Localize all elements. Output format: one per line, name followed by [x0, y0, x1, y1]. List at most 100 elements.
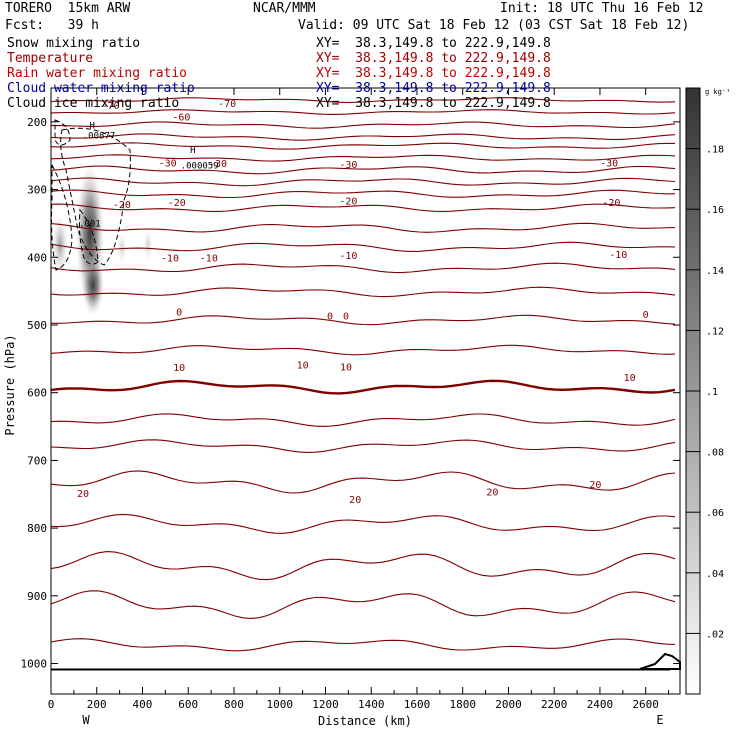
colorbar-tick-label-3: .08: [706, 448, 724, 459]
isotherm-11: [50, 241, 676, 252]
isotherm-7: [50, 177, 676, 187]
valid-time: Valid: 09 UTC Sat 18 Feb 12 (03 CST Sat …: [298, 18, 690, 33]
annotation-4: .001: [79, 220, 101, 230]
annotation-0: H: [89, 122, 94, 132]
field-name-temperature: Temperature: [7, 51, 94, 66]
contour-label-24: 20: [349, 495, 361, 506]
annotation-1: .00877: [83, 132, 116, 142]
x-tick-label-4: 800: [224, 698, 244, 711]
contour-label-23: 20: [77, 489, 89, 500]
isotherm-20: [50, 513, 676, 534]
contour-label-25: 20: [486, 488, 498, 499]
contour-label-26: 20: [589, 480, 601, 491]
isotherm-2: [51, 121, 676, 129]
isotherm-5: [50, 154, 676, 162]
y-tick-label-3: 500: [27, 319, 47, 332]
isotherm-13: [50, 286, 676, 298]
contour-label-21: 10: [340, 362, 352, 373]
y-axis-label: Pressure (hPa): [3, 334, 17, 435]
colorbar-tick-label-4: .1: [706, 387, 718, 398]
x-tick-label-8: 1600: [404, 698, 431, 711]
contour-label-0: -70: [218, 99, 236, 110]
contour-label-15: 0: [176, 307, 182, 318]
colorbar-tick-label-8: .18: [706, 145, 724, 156]
isotherm-3: [50, 133, 676, 141]
isotherm-16: [50, 379, 676, 395]
contour-label-8: -20: [168, 198, 186, 209]
isotherm-4: [50, 142, 675, 150]
contour-label-14: -10: [609, 250, 627, 261]
contour-label-13: -10: [339, 251, 357, 262]
field-name-snow: Snow mixing ratio: [7, 36, 141, 51]
x-tick-label-0: 0: [48, 698, 55, 711]
x-tick-labels: 0 200 400 600 800 1000 1200 1400 1600 1800 2000 220…: [48, 698, 659, 711]
x-tick-label-2: 400: [133, 698, 153, 711]
field-xy-temperature: XY= 38.3,149.8 to 222.9,149.8: [316, 51, 551, 66]
isotherm-0: [50, 97, 676, 103]
x-tick-label-5: 1000: [266, 698, 293, 711]
contour-label-1: -70: [101, 101, 119, 112]
contour-label-3: -30: [159, 158, 177, 169]
contour-label-22: 10: [624, 373, 636, 384]
annotation-2: H: [190, 146, 195, 156]
x-tick-label-12: 2400: [587, 698, 614, 711]
x-tick-label-11: 2200: [541, 698, 568, 711]
contour-label-11: -10: [161, 253, 179, 264]
isotherm-8: [50, 189, 675, 199]
x-axis-label: Distance (km): [318, 714, 412, 728]
isotherm-19: [50, 470, 676, 494]
field-xy-cloud-water: XY= 38.3,149.8 to 222.9,149.8: [316, 81, 551, 96]
x-tick-label-3: 600: [178, 698, 198, 711]
field-xy-cloud-ice: XY= 38.3,149.8 to 222.9,149.8: [316, 96, 551, 111]
contour-label-9: -20: [339, 196, 357, 207]
contour-label-7: -20: [113, 200, 131, 211]
colorbar: .02 .04 .06 .08 .1 .12 .14 .16 .18 g kg⁻¹: [685, 87, 730, 695]
x-end-right-label: E: [656, 713, 663, 727]
y-tick-label-5: 700: [27, 454, 47, 467]
ice-contour-left: [51, 164, 73, 271]
colorbar-tick-label-7: .16: [706, 205, 724, 216]
colorbar-tick-label-2: .06: [706, 508, 724, 519]
snow-shading: [52, 165, 153, 315]
isotherm-23: [50, 638, 676, 652]
contour-label-4: -30: [209, 159, 227, 170]
field-xy-snow: XY= 38.3,149.8 to 222.9,149.8: [316, 36, 551, 51]
isotherm-1: [50, 109, 676, 115]
colorbar-tick-label-0: .02: [706, 629, 724, 640]
field-xy-rain: XY= 38.3,149.8 to 222.9,149.8: [316, 66, 551, 81]
contour-label-20: 10: [297, 360, 309, 371]
isotherm-17: [50, 413, 676, 427]
isotherm-21: [50, 551, 676, 581]
cloud-ice-dashed-contours: [51, 119, 131, 271]
snow-faint-1: [117, 232, 127, 264]
contour-label-12: -10: [200, 253, 218, 264]
x-tick-label-1: 200: [87, 698, 107, 711]
contour-label-2: -60: [172, 112, 190, 123]
ice-contour-top: [54, 119, 71, 146]
x-tick-label-9: 1800: [449, 698, 476, 711]
contour-labels: -70 -70 -60 -30 -30 -30 -30 -20 -20 -20 -20 -10 -10 -…: [77, 99, 649, 506]
y-tick-label-2: 400: [27, 251, 47, 264]
colorbar-ticks: .02 .04 .06 .08 .1 .12 .14 .16 .18: [686, 145, 724, 640]
contour-label-5: -30: [339, 160, 357, 171]
snow-faint-2: [143, 229, 153, 261]
contour-label-18: 0: [643, 310, 649, 321]
isotherm-22: [50, 590, 676, 619]
y-tick-label-1: 300: [27, 184, 47, 197]
contour-label-17: 0: [343, 312, 349, 323]
annotation-3: .000059: [181, 162, 219, 172]
model-name: TORERO 15km ARW: [5, 1, 131, 16]
isotherm-6: [50, 165, 676, 175]
isotherm-12: [50, 262, 676, 274]
field-name-cloud-ice: Cloud ice mixing ratio: [7, 96, 180, 111]
y-tick-label-4: 600: [27, 387, 47, 400]
field-name-cloud-water: Cloud water mixing ratio: [7, 81, 195, 96]
contour-label-6: -30: [600, 158, 618, 169]
y-tick-label-0: 200: [27, 116, 47, 129]
isotherm-9: [50, 203, 676, 212]
init-time: Init: 18 UTC Thu 16 Feb 12: [500, 1, 704, 16]
contour-label-19: 10: [173, 363, 185, 374]
contour-label-10: -20: [602, 198, 620, 209]
center-name: NCAR/MMM: [253, 1, 316, 16]
